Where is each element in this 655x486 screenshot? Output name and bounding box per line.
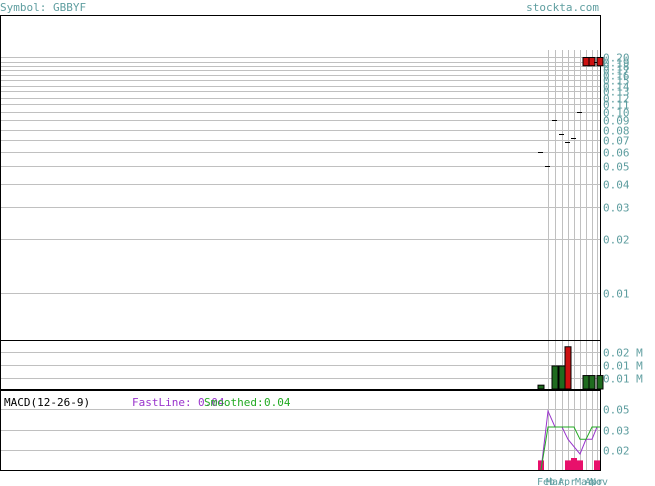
price-tick-label: 0.08 bbox=[603, 125, 630, 138]
price-tick-label: 0.17 bbox=[603, 65, 630, 78]
price-candle bbox=[588, 56, 596, 67]
volume-bar bbox=[537, 384, 545, 390]
macd-histogram-bar bbox=[538, 460, 544, 470]
volume-tick-label: 0.01 M bbox=[603, 360, 643, 373]
price-tick-label: 0.13 bbox=[603, 86, 630, 99]
smoothed-value: 0.04 bbox=[264, 396, 291, 409]
price-tick-label: 0.02 bbox=[603, 234, 630, 247]
volume-bar bbox=[558, 365, 566, 390]
macd-histogram-bar bbox=[594, 460, 600, 470]
x-axis-label: Mar bbox=[575, 477, 593, 486]
price-tick-label: 0.11 bbox=[603, 99, 630, 112]
smoothed-label: Smoothed: bbox=[204, 396, 264, 409]
volume-tick-label: 0.01 M bbox=[603, 373, 643, 386]
volume-bar bbox=[588, 375, 596, 390]
price-tick-label: 0.20 bbox=[603, 52, 630, 65]
price-tick-label: 0.12 bbox=[603, 93, 630, 106]
macd-tick-label: 0.05 bbox=[603, 404, 630, 417]
price-tick-label: 0.18 bbox=[603, 61, 630, 74]
volume-bar bbox=[564, 346, 572, 390]
price-tick-label: 0.19 bbox=[603, 57, 630, 70]
volume-panel bbox=[0, 340, 601, 390]
fastline-value: 0.04 bbox=[198, 396, 225, 409]
x-axis-label: Mar bbox=[546, 477, 564, 486]
macd-smoothed-line bbox=[540, 426, 600, 471]
price-candle bbox=[582, 56, 590, 67]
volume-bar bbox=[596, 375, 604, 390]
price-tick-label: 0.01 bbox=[603, 288, 630, 301]
price-candle bbox=[596, 56, 604, 67]
fastline-label: FastLine: bbox=[132, 396, 192, 409]
macd-panel bbox=[0, 390, 601, 471]
price-tick-label: 0.16 bbox=[603, 70, 630, 83]
price-tick-label: 0.07 bbox=[603, 135, 630, 148]
volume-tick-label: 0.02 M bbox=[603, 347, 643, 360]
x-axis-label: Apr bbox=[558, 477, 576, 486]
macd-tick-label: 0.02 bbox=[603, 445, 630, 458]
macd-histogram-bar bbox=[571, 458, 577, 470]
price-tick-label: 0.15 bbox=[603, 75, 630, 88]
x-axis-label: Nov bbox=[590, 477, 608, 486]
volume-bar bbox=[582, 375, 590, 390]
price-tick-label: 0.03 bbox=[603, 202, 630, 215]
price-tick-label: 0.10 bbox=[603, 107, 630, 120]
macd-tick-label: 0.03 bbox=[603, 425, 630, 438]
price-tick-label: 0.05 bbox=[603, 161, 630, 174]
price-tick-label: 0.06 bbox=[603, 147, 630, 160]
macd-histogram-bar bbox=[577, 460, 583, 470]
macd-histogram-bar bbox=[565, 460, 571, 470]
price-tick-label: 0.09 bbox=[603, 115, 630, 128]
price-tick-label: 0.14 bbox=[603, 81, 630, 94]
site-label: stockta.com bbox=[526, 1, 599, 14]
price-panel bbox=[0, 15, 601, 341]
price-tick-label: 0.04 bbox=[603, 179, 630, 192]
symbol-label: Symbol: GBBYF bbox=[0, 1, 86, 14]
volume-bar bbox=[551, 365, 559, 390]
macd-fastline bbox=[540, 409, 600, 471]
x-axis-label: Apr bbox=[585, 477, 603, 486]
macd-title: MACD(12-26-9) bbox=[4, 396, 90, 409]
x-axis-label: Feb bbox=[537, 477, 555, 486]
